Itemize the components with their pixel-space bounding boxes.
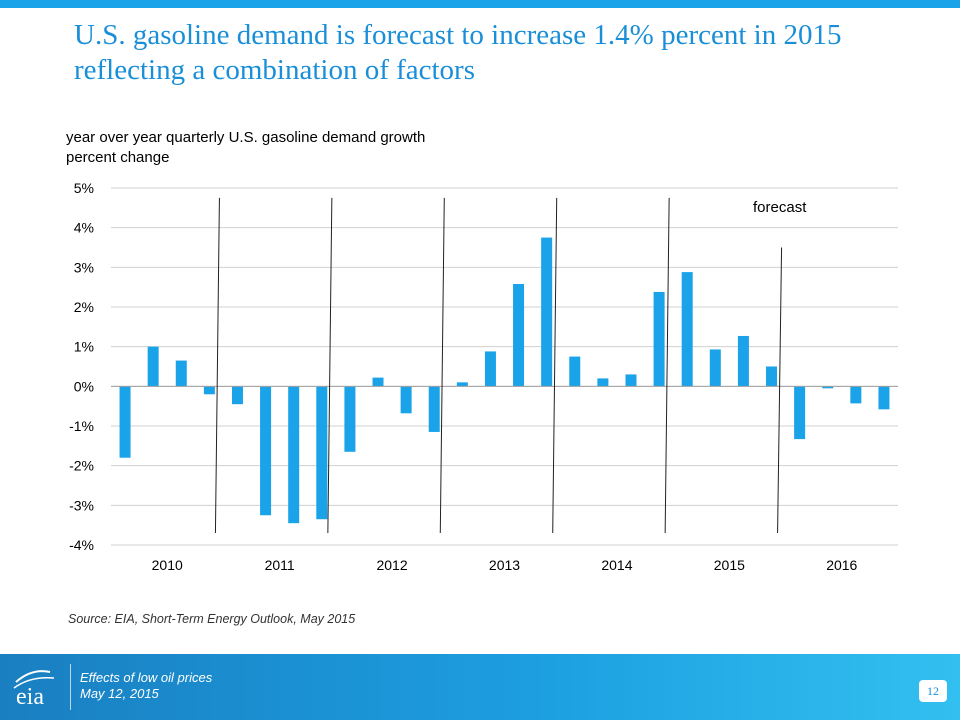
bar bbox=[316, 386, 328, 520]
x-tick-label: 2010 bbox=[152, 557, 183, 573]
x-tick-label: 2011 bbox=[265, 557, 295, 573]
bar bbox=[541, 237, 553, 387]
y-tick-label: -2% bbox=[69, 458, 94, 474]
page-number: 12 bbox=[919, 680, 947, 702]
bar bbox=[597, 378, 609, 387]
footer-bar: eia Effects of low oil prices May 12, 20… bbox=[0, 654, 960, 720]
bar bbox=[850, 386, 862, 404]
year-separator bbox=[777, 247, 783, 534]
bar bbox=[625, 374, 637, 387]
top-accent-bar bbox=[0, 0, 960, 8]
bar bbox=[484, 351, 496, 387]
year-separator bbox=[552, 197, 558, 534]
footer-caption: Effects of low oil prices May 12, 2015 bbox=[80, 670, 212, 702]
slide-title: U.S. gasoline demand is forecast to incr… bbox=[74, 19, 842, 86]
x-tick-label: 2013 bbox=[489, 557, 520, 573]
bar bbox=[147, 346, 159, 387]
footer-divider bbox=[70, 664, 71, 710]
bar bbox=[456, 382, 468, 387]
y-tick-label: -4% bbox=[69, 537, 94, 553]
bar bbox=[203, 386, 215, 395]
bar bbox=[119, 386, 131, 458]
year-separator bbox=[327, 197, 333, 534]
chart-subtitle-line1: year over year quarterly U.S. gasoline d… bbox=[66, 129, 426, 146]
chart-subtitle: year over year quarterly U.S. gasoline d… bbox=[66, 128, 425, 168]
bar bbox=[822, 386, 834, 389]
x-tick-label: 2016 bbox=[826, 557, 857, 573]
x-tick-label: 2012 bbox=[376, 557, 407, 573]
bar bbox=[288, 386, 300, 524]
bar bbox=[766, 366, 778, 387]
bar bbox=[513, 283, 525, 387]
y-tick-label: 5% bbox=[74, 180, 94, 196]
eia-logo-text: eia bbox=[16, 684, 44, 708]
year-separator bbox=[664, 197, 670, 534]
y-tick-label: -1% bbox=[69, 418, 94, 434]
x-tick-label: 2014 bbox=[601, 557, 632, 573]
y-tick-label: 1% bbox=[74, 339, 94, 355]
bar bbox=[709, 349, 721, 387]
bar bbox=[231, 386, 243, 405]
bar bbox=[878, 386, 890, 410]
bar bbox=[737, 335, 749, 387]
y-tick-label: 3% bbox=[74, 259, 94, 275]
eia-logo: eia bbox=[13, 670, 55, 708]
bar bbox=[794, 386, 806, 440]
bar bbox=[344, 386, 356, 452]
source-note: Source: EIA, Short-Term Energy Outlook, … bbox=[68, 612, 356, 626]
bar bbox=[653, 291, 665, 387]
bar bbox=[569, 356, 581, 387]
bar bbox=[428, 386, 440, 432]
x-tick-label: 2015 bbox=[714, 557, 745, 573]
bar bbox=[372, 377, 384, 387]
chart-subtitle-line2: percent change bbox=[66, 149, 170, 166]
bar bbox=[175, 360, 187, 387]
year-separator bbox=[214, 197, 220, 534]
bar bbox=[260, 386, 272, 516]
footer-caption-line1: Effects of low oil prices bbox=[80, 670, 213, 685]
year-separator bbox=[439, 197, 445, 534]
y-tick-label: -3% bbox=[69, 497, 94, 513]
bar-chart: -4% -3% -2% -1% 0% 1% 2% 3% 4% 5% 2010 2011 2012 2013… bbox=[69, 180, 898, 573]
y-tick-label: 0% bbox=[74, 378, 94, 394]
bar bbox=[681, 272, 693, 387]
bar bbox=[400, 386, 412, 414]
y-tick-label: 4% bbox=[74, 220, 94, 236]
y-tick-label: 2% bbox=[74, 299, 94, 315]
forecast-annotation: forecast bbox=[753, 199, 807, 216]
footer-caption-line2: May 12, 2015 bbox=[80, 686, 159, 701]
